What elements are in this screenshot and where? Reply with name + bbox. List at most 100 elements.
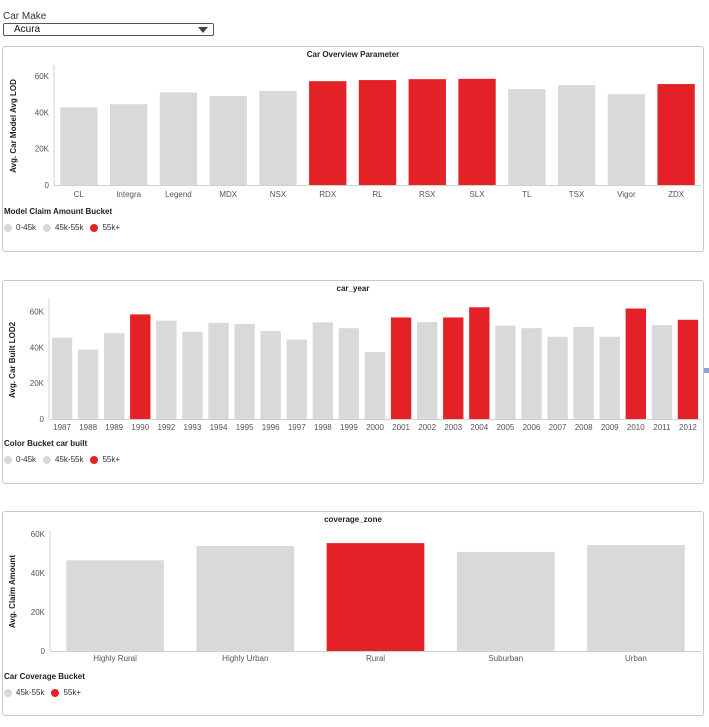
y-tick-label: 0 <box>41 647 46 656</box>
x-tick-label: TL <box>522 190 532 199</box>
bar-slx[interactable] <box>458 78 496 185</box>
bar-1987[interactable] <box>51 337 73 419</box>
x-tick-label: 2009 <box>601 423 619 432</box>
bar-2002[interactable] <box>416 322 438 419</box>
x-tick-label: Urban <box>625 654 647 663</box>
bar-highly-urban[interactable] <box>196 546 295 651</box>
bar-tl[interactable] <box>508 89 546 185</box>
legend-item[interactable]: 0-45k <box>4 223 36 232</box>
bar-2010[interactable] <box>625 308 646 419</box>
bar-zdx[interactable] <box>657 84 695 185</box>
car-overview-panel: Car Overview Parameter Avg. Car Model Avg… <box>2 46 704 252</box>
x-tick-label: 1988 <box>79 423 97 432</box>
bar-cl[interactable] <box>60 107 98 185</box>
bar-2007[interactable] <box>547 336 568 419</box>
x-tick-label: RSX <box>419 190 436 199</box>
bar-2011[interactable] <box>651 325 673 419</box>
bar-1998[interactable] <box>312 322 334 419</box>
x-tick-label: 2004 <box>470 423 488 432</box>
y-tick-label: 40K <box>30 343 45 352</box>
legend-swatch <box>43 455 52 464</box>
legend-label: 55k+ <box>102 455 121 464</box>
bar-1993[interactable] <box>182 331 203 419</box>
bar-2003[interactable] <box>443 317 464 419</box>
bar-2000[interactable] <box>364 351 386 419</box>
bar-rl[interactable] <box>358 80 397 185</box>
bar-2009[interactable] <box>599 336 620 419</box>
bar-1995[interactable] <box>234 323 255 419</box>
legend-title: Car Coverage Bucket <box>4 672 85 681</box>
bar-1990[interactable] <box>130 314 151 419</box>
y-tick-label: 20K <box>35 145 50 154</box>
bar-2008[interactable] <box>573 326 594 419</box>
bar-tsx[interactable] <box>557 85 596 185</box>
x-tick-label: 2011 <box>653 423 671 432</box>
x-tick-label: 2012 <box>679 423 697 432</box>
legend-item[interactable]: 45k-55k <box>43 455 83 464</box>
car-make-dropdown[interactable]: Acura <box>3 23 214 36</box>
x-tick-label: 1998 <box>314 423 332 432</box>
car-year-chart: car_year Avg. Car Built LOD2 0 20K 40K 60K 198… <box>8 284 701 432</box>
y-tick-label: 60K <box>31 530 46 539</box>
legend-item[interactable]: 55k+ <box>90 455 120 464</box>
legend-item[interactable]: 0-45k <box>4 455 36 464</box>
bar-integra[interactable] <box>109 104 148 185</box>
x-tick-label: ZDX <box>668 190 685 199</box>
bar-mdx[interactable] <box>209 96 247 185</box>
x-tick-label: 1995 <box>236 423 254 432</box>
bar-urban[interactable] <box>587 545 685 651</box>
legend-item[interactable]: 55k+ <box>51 688 81 697</box>
x-tick-label: NSX <box>270 190 287 199</box>
bar-nsx[interactable] <box>259 90 297 185</box>
x-tick-label: 2010 <box>627 423 645 432</box>
bar-1996[interactable] <box>260 331 281 419</box>
bar-1994[interactable] <box>208 322 229 419</box>
legend-item[interactable]: 45k-55k <box>4 688 44 697</box>
bar-2001[interactable] <box>390 317 412 419</box>
legend-label: 0-45k <box>16 223 37 232</box>
x-tick-label: 1996 <box>262 423 280 432</box>
y-tick-label: 20K <box>30 379 45 388</box>
y-axis-label: Avg. Claim Amount <box>8 555 17 629</box>
bar-1997[interactable] <box>286 339 307 419</box>
legend-item[interactable]: 55k+ <box>90 223 120 232</box>
legend-color-bucket: Color Bucket car built 0-45k 45k-55k 55k+ <box>4 439 127 464</box>
bar-2006[interactable] <box>521 328 542 419</box>
bar-suburban[interactable] <box>456 551 555 651</box>
x-tick-label: 1994 <box>210 423 228 432</box>
chevron-down-icon[interactable] <box>198 27 208 33</box>
bar-rdx[interactable] <box>309 81 347 185</box>
bar-vigor[interactable] <box>607 94 646 185</box>
bar-2004[interactable] <box>469 307 490 419</box>
bar-1989[interactable] <box>104 333 125 419</box>
resize-handle[interactable] <box>704 368 709 373</box>
legend-title: Model Claim Amount Bucket <box>4 207 113 216</box>
legend-swatch <box>4 688 12 697</box>
chart-title: car_year <box>337 284 370 293</box>
legend-coverage-bucket: Car Coverage Bucket 45k-55k 55k+ <box>4 672 88 697</box>
legend-items: 45k-55k 55k+ <box>4 688 88 697</box>
x-tick-label: RL <box>372 190 383 199</box>
bar-2005[interactable] <box>495 325 516 419</box>
bar-highly-rural[interactable] <box>66 560 164 651</box>
x-tick-label: 1990 <box>131 423 149 432</box>
coverage-zone-panel: coverage_zone Avg. Claim Amount 0 20K 40K 60K… <box>2 511 704 716</box>
y-tick-label: 60K <box>35 72 50 81</box>
legend-label: 55k+ <box>102 223 121 232</box>
bar-legend[interactable] <box>159 92 198 185</box>
bar-1988[interactable] <box>77 349 99 419</box>
bar-rural[interactable] <box>326 543 425 651</box>
legend-item[interactable]: 45k-55k <box>43 223 83 232</box>
bar-1992[interactable] <box>156 320 177 419</box>
x-tick-label: 2005 <box>497 423 515 432</box>
x-tick-label: 2008 <box>575 423 593 432</box>
x-tick-label: 2001 <box>392 423 410 432</box>
bar-2012[interactable] <box>677 319 699 419</box>
x-tick-label: Legend <box>165 190 192 199</box>
legend-swatch <box>4 223 12 232</box>
bar-1999[interactable] <box>338 328 360 419</box>
x-tick-label: 1993 <box>184 423 202 432</box>
y-axis-label: Avg. Car Model Avg LOD <box>9 79 18 173</box>
bar-rsx[interactable] <box>408 79 446 185</box>
x-tick-label: 2002 <box>418 423 436 432</box>
